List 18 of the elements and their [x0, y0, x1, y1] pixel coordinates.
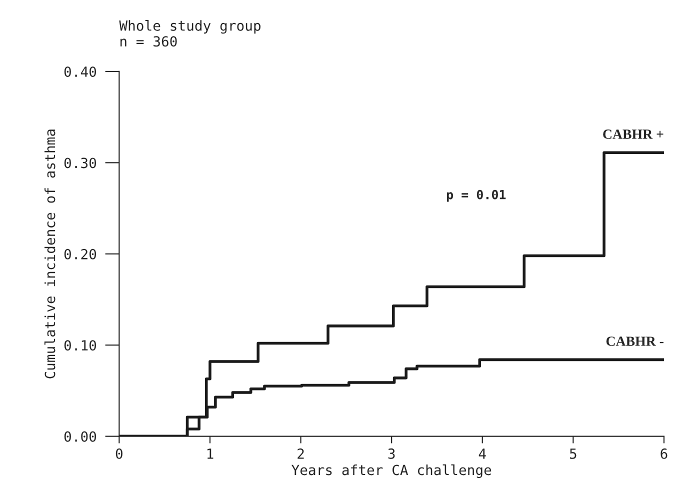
y-tick-label: 0.30 — [64, 158, 96, 168]
x-tick-label: 4 — [478, 448, 486, 459]
x-tick-label: 3 — [388, 448, 395, 459]
series-label: CABHR + — [603, 130, 664, 139]
chart-title: Whole study group n = 360 — [119, 20, 260, 47]
x-tick-label: 2 — [298, 448, 304, 459]
y-tick-label: 0.10 — [64, 340, 96, 351]
annotation: p = 0.01 — [446, 190, 506, 202]
y-tick-label: 0.00 — [64, 431, 96, 442]
x-tick-label: 6 — [660, 448, 668, 459]
y-tick-label: 0.40 — [64, 66, 96, 77]
y-tick-label: 0.20 — [64, 248, 96, 260]
x-tick-label: 5 — [570, 448, 576, 459]
x-tick-label: 1 — [207, 448, 214, 459]
x-axis-title: Years after CA challenge — [291, 464, 492, 478]
series-label: CABHR - — [606, 336, 664, 346]
x-tick-label: 0 — [116, 448, 122, 459]
y-axis-title: Cumulative incidence of asthma — [44, 130, 56, 378]
